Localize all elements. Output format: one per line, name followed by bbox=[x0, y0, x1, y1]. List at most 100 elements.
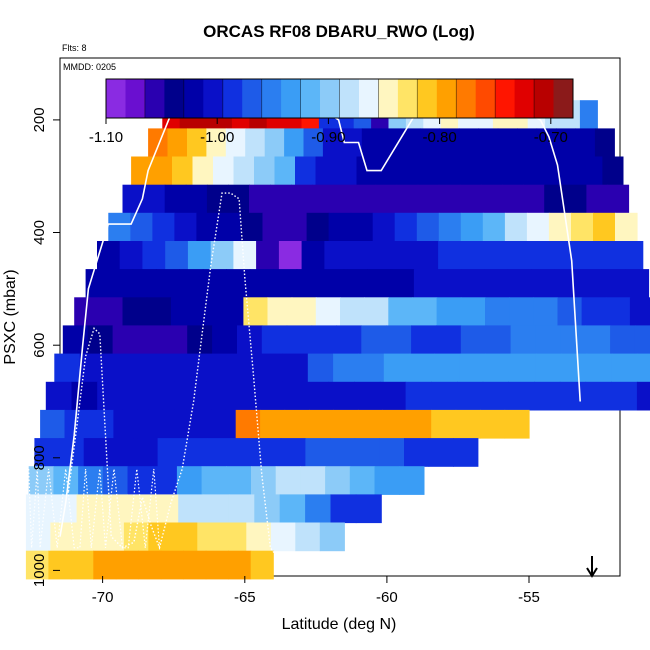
heatmap-cell bbox=[636, 381, 650, 411]
y-tick-label: 600 bbox=[31, 333, 48, 358]
heatmap-cell bbox=[172, 156, 194, 186]
heatmap-cell bbox=[284, 212, 308, 242]
heatmap-cell bbox=[437, 269, 462, 298]
colorbar-swatch bbox=[359, 79, 379, 118]
heatmap-cell bbox=[225, 128, 246, 158]
heatmap-cell bbox=[581, 297, 607, 326]
heatmap-cell bbox=[162, 325, 188, 355]
heatmap-cell bbox=[458, 128, 479, 158]
heatmap-cell bbox=[233, 241, 257, 270]
heatmap-cell bbox=[89, 409, 114, 439]
colorbar-swatch bbox=[183, 79, 204, 118]
heatmap-cell bbox=[178, 494, 205, 524]
heatmap-cell bbox=[233, 156, 255, 186]
heatmap-cell bbox=[300, 466, 326, 495]
heatmap-cell bbox=[460, 325, 487, 355]
x-tick-label: -60 bbox=[376, 589, 398, 606]
y-tick-label: 1000 bbox=[31, 554, 48, 587]
heatmap-cell bbox=[170, 297, 196, 326]
heatmap-cell bbox=[203, 494, 230, 524]
flight-track-low-level bbox=[28, 468, 161, 549]
heatmap-cell bbox=[148, 381, 175, 411]
heatmap-cell bbox=[420, 128, 441, 158]
heatmap-cell bbox=[183, 550, 207, 580]
heatmap-cell bbox=[478, 128, 499, 158]
heatmap-cell bbox=[485, 297, 510, 326]
heatmap-cell bbox=[358, 353, 385, 383]
colorbar-swatch bbox=[475, 79, 496, 118]
heatmap-cell bbox=[112, 325, 139, 355]
heatmap-cell bbox=[174, 381, 201, 411]
heatmap-cell bbox=[508, 381, 535, 411]
heatmap-cell bbox=[228, 494, 255, 524]
heatmap-cell bbox=[459, 353, 486, 383]
heatmap-cell bbox=[459, 184, 482, 214]
heatmap-cell bbox=[181, 353, 207, 383]
heatmap-cell bbox=[40, 409, 66, 439]
heatmap-cell bbox=[205, 550, 229, 580]
y-tick-label: 800 bbox=[31, 445, 48, 470]
heatmap-cell bbox=[186, 409, 212, 439]
heatmap-cell bbox=[108, 212, 131, 242]
heatmap-cell bbox=[151, 156, 173, 186]
heatmap-cell bbox=[206, 438, 233, 467]
heatmap-cell bbox=[436, 297, 462, 326]
heatmap-cell bbox=[286, 325, 313, 355]
heatmap-cell bbox=[412, 297, 438, 326]
heatmap-cell bbox=[197, 522, 223, 552]
colorbar-swatch bbox=[417, 79, 438, 118]
heatmap-cell bbox=[138, 550, 162, 580]
heatmap-cell bbox=[164, 184, 187, 214]
heatmap-cell bbox=[431, 409, 457, 439]
heatmap-cell bbox=[261, 325, 288, 355]
heatmap-cell bbox=[328, 212, 352, 242]
heatmap-cell bbox=[25, 522, 51, 552]
heatmap-cell bbox=[226, 269, 251, 298]
x-tick-label: -70 bbox=[92, 589, 114, 606]
heatmap-cell bbox=[544, 184, 566, 214]
heatmap-cell bbox=[379, 438, 405, 467]
colorbar-tick-label: -0.70 bbox=[534, 129, 568, 146]
heatmap-cell bbox=[333, 409, 359, 439]
heatmap-cell bbox=[274, 156, 296, 186]
heatmap-cell bbox=[315, 156, 337, 186]
heatmap-cell bbox=[369, 241, 394, 270]
heatmap-cell bbox=[560, 325, 586, 355]
heatmap-cell bbox=[556, 128, 576, 158]
heatmap-cell bbox=[132, 269, 157, 298]
flight-track-dotted bbox=[67, 192, 280, 560]
heatmap-cell bbox=[453, 438, 479, 467]
heatmap-cell bbox=[333, 353, 359, 383]
heatmap-cell bbox=[381, 128, 402, 158]
heatmap-cell bbox=[83, 438, 109, 467]
heatmap-cell bbox=[404, 438, 430, 467]
heatmap-cell bbox=[152, 494, 179, 524]
heatmap-cell bbox=[601, 269, 626, 298]
heatmap-cell bbox=[533, 297, 559, 326]
heatmap-cells bbox=[25, 100, 650, 580]
heatmap-cell bbox=[309, 409, 334, 439]
heatmap-cell bbox=[142, 241, 166, 270]
heatmap-cell bbox=[296, 269, 321, 298]
heatmap-cell bbox=[201, 466, 227, 495]
heatmap-cell bbox=[240, 212, 264, 242]
y-tick-label: 200 bbox=[31, 107, 48, 132]
heatmap-cell bbox=[202, 269, 227, 298]
heatmap-cell bbox=[637, 353, 650, 383]
colorbar-swatch bbox=[514, 79, 535, 118]
heatmap-cell bbox=[534, 381, 561, 411]
heatmap-cell bbox=[634, 325, 650, 355]
heatmap-cell bbox=[586, 184, 609, 214]
heatmap-cell bbox=[306, 212, 330, 242]
heatmap-cell bbox=[438, 212, 462, 242]
axes: -70 -65 -60 -55 200 400 600 800 1000 bbox=[31, 107, 540, 606]
heatmap-cell bbox=[361, 128, 382, 158]
heatmap-cell bbox=[435, 325, 462, 355]
heatmap-cell bbox=[372, 212, 396, 242]
heatmap-cell bbox=[45, 381, 73, 411]
heatmap-cell bbox=[579, 100, 598, 129]
heatmap-cell bbox=[357, 409, 383, 439]
heatmap-cell bbox=[98, 297, 124, 326]
heatmap-cell bbox=[434, 353, 461, 383]
